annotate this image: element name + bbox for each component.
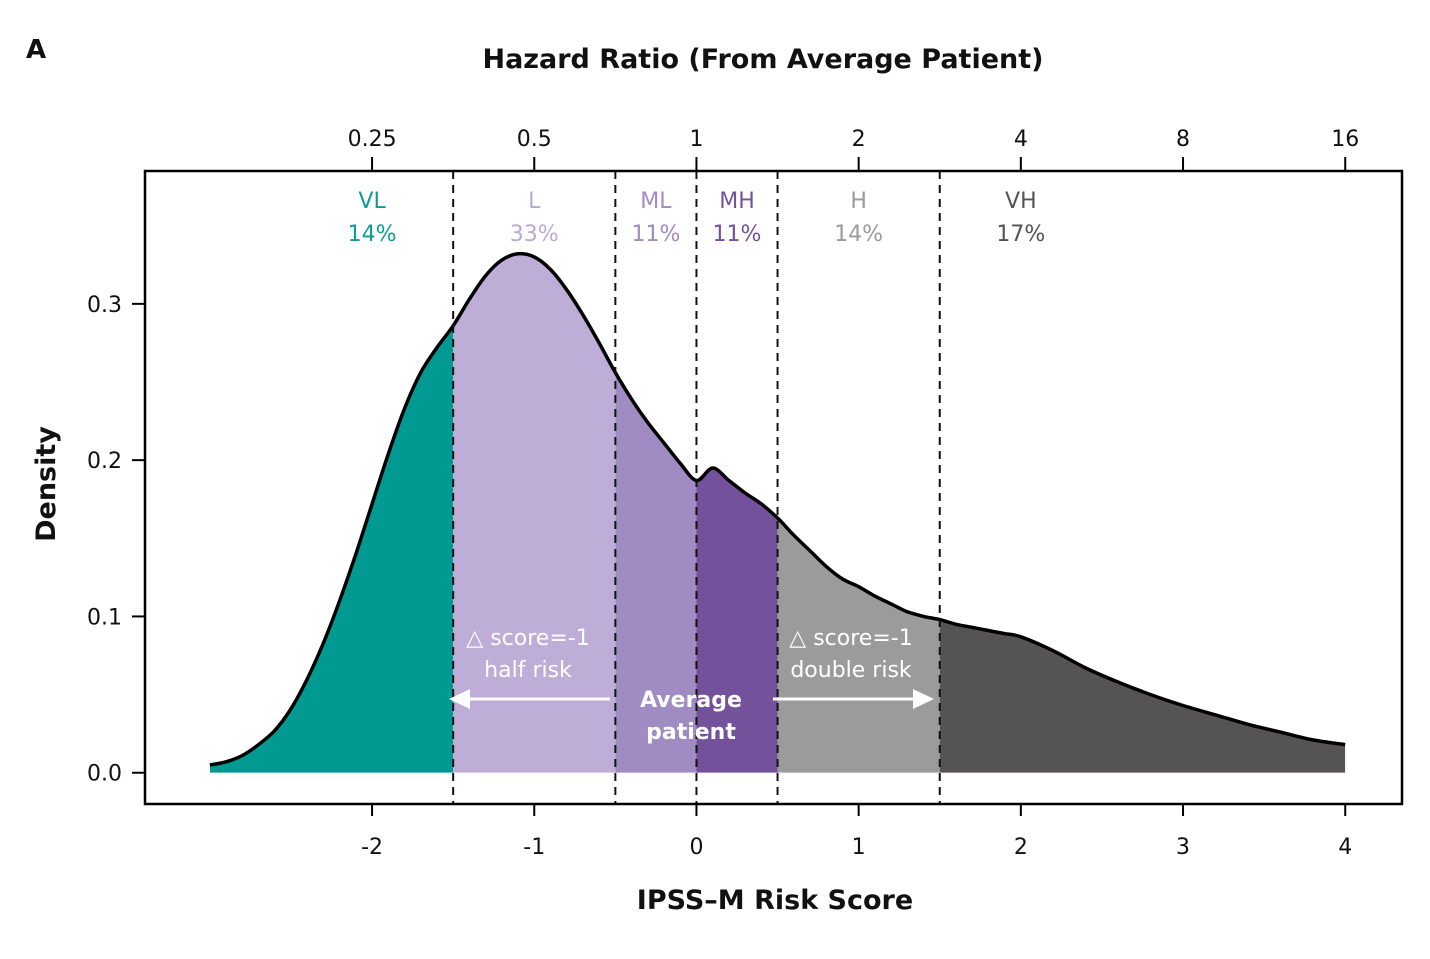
category-percent: 33%	[510, 222, 559, 247]
x-tick-label: 0	[689, 835, 703, 860]
x-tick-label: 4	[1338, 835, 1352, 860]
y-axis-title: Density	[31, 426, 62, 542]
category-name: VL	[358, 189, 386, 214]
y-tick-label: 0.1	[87, 605, 122, 630]
category-name: H	[850, 189, 867, 214]
category-name: ML	[640, 189, 672, 214]
category-percent: 11%	[713, 222, 762, 247]
band-l	[453, 253, 616, 773]
center-annotation-line1: Average	[640, 688, 742, 713]
right-arrowhead-icon	[913, 689, 934, 709]
top-tick-label: 1	[689, 127, 703, 152]
category-percent: 11%	[631, 222, 680, 247]
category-name: L	[528, 189, 541, 214]
top-axis-ticks: 0.25 0.5 1 2 4 8 16	[348, 127, 1359, 171]
top-tick-label: 0.5	[517, 127, 552, 152]
category-labels: VL 14% L 33% ML 11% MH 11% H 14% VH 17%	[348, 189, 1046, 247]
band-vl	[209, 253, 454, 773]
category-name: VH	[1005, 189, 1037, 214]
category-percent: 14%	[348, 222, 397, 247]
right-annotation-line1: △ score=-1	[789, 626, 912, 651]
top-tick-label: 0.25	[348, 127, 397, 152]
y-axis-ticks: 0.0 0.1 0.2 0.3	[87, 293, 145, 787]
cutoff-lines	[452, 171, 941, 804]
x-tick-label: -2	[361, 835, 383, 860]
left-annotation-line2: half risk	[484, 658, 572, 683]
x-axis-ticks: -2 -1 0 1 2 3 4	[361, 804, 1352, 860]
band-vh	[939, 253, 1346, 773]
y-tick-label: 0.2	[87, 449, 122, 474]
category-name: MH	[719, 189, 755, 214]
band-ml	[615, 253, 697, 773]
top-axis-title: Hazard Ratio (From Average Patient)	[482, 44, 1043, 75]
x-tick-label: 2	[1014, 835, 1028, 860]
x-axis-title: IPSS–M Risk Score	[637, 885, 913, 916]
x-tick-label: 1	[852, 835, 866, 860]
category-percent: 17%	[996, 222, 1045, 247]
left-annotation-line1: △ score=-1	[466, 626, 589, 651]
top-tick-label: 8	[1176, 127, 1190, 152]
annotations: △ score=-1 half risk △ score=-1 double r…	[449, 626, 934, 745]
plot-frame	[143, 169, 1404, 806]
left-arrowhead-icon	[449, 689, 470, 709]
x-tick-label: 3	[1176, 835, 1190, 860]
right-annotation-line2: double risk	[790, 658, 912, 683]
panel-label: A	[26, 35, 46, 65]
top-tick-label: 4	[1014, 127, 1028, 152]
y-tick-label: 0.3	[87, 293, 122, 318]
y-tick-label: 0.0	[87, 762, 122, 787]
x-tick-label: -1	[523, 835, 545, 860]
top-tick-label: 16	[1331, 127, 1359, 152]
top-tick-label: 2	[852, 127, 866, 152]
category-percent: 14%	[834, 222, 883, 247]
center-annotation-line2: patient	[646, 720, 736, 745]
